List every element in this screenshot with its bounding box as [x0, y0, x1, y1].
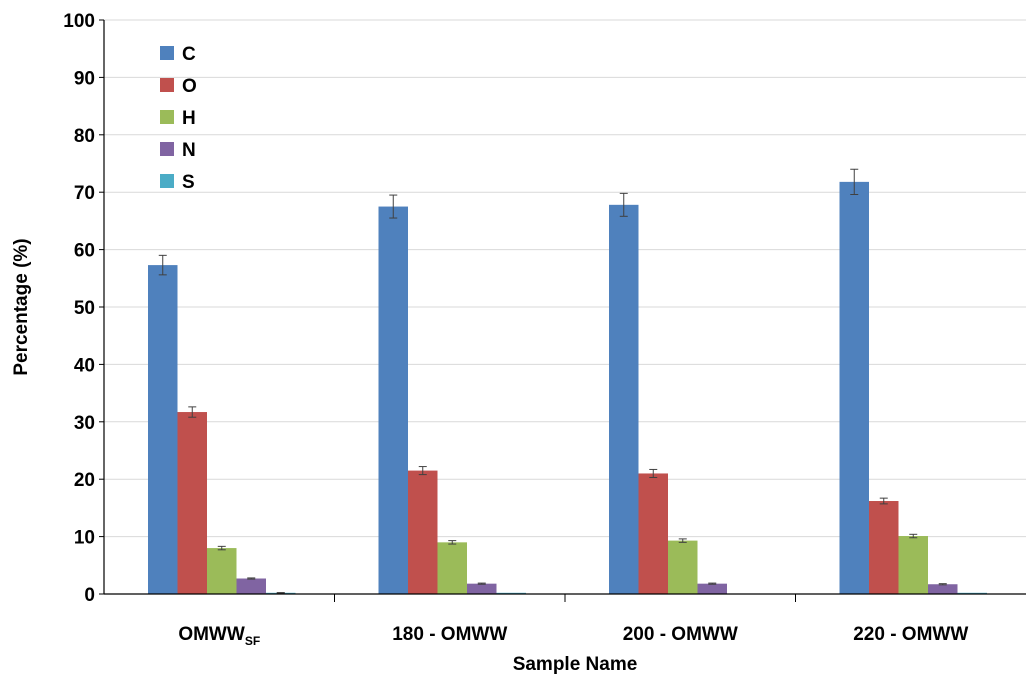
legend-swatch-o — [160, 78, 174, 92]
x-category-subscript: SF — [245, 634, 260, 648]
y-axis-title: Percentage (%) — [11, 238, 32, 375]
bar-n — [467, 583, 497, 594]
legend-label-o: O — [182, 76, 197, 97]
bar-h — [207, 548, 237, 594]
legend-swatch-n — [160, 142, 174, 156]
gridlines — [104, 19, 1026, 538]
legend-label-c: C — [182, 44, 196, 65]
bar-c — [609, 204, 639, 594]
y-tick-label: 60 — [74, 241, 95, 262]
legend-swatch-c — [160, 46, 174, 60]
bar-o — [638, 473, 668, 594]
bars — [148, 181, 987, 595]
bar-o — [408, 470, 438, 594]
y-tick-label: 10 — [74, 528, 95, 549]
y-tick-label: 90 — [74, 68, 95, 89]
y-tick-label: 30 — [74, 413, 95, 434]
y-tick-label: 80 — [74, 126, 95, 147]
y-tick-label: 20 — [74, 470, 95, 491]
legend-swatch-h — [160, 110, 174, 124]
y-tick-label: 40 — [74, 355, 95, 376]
x-category-label: OMWWSF — [178, 624, 260, 648]
x-category-label: 200 - OMWW — [623, 624, 738, 645]
bar-o — [177, 412, 207, 594]
x-category-label: 180 - OMWW — [392, 624, 507, 645]
bar-c — [148, 265, 178, 594]
x-category-labels: OMWWSF 180 - OMWW 200 - OMWW 220 - OMWW — [178, 624, 968, 648]
y-tick-label: 50 — [74, 298, 95, 319]
legend-label-s: S — [182, 172, 195, 193]
legend-label-h: H — [182, 108, 196, 129]
bar-c — [839, 181, 869, 595]
y-tick-label: 100 — [63, 11, 95, 32]
bar-o — [869, 501, 899, 594]
bar-n — [928, 584, 958, 594]
legend-swatch-s — [160, 174, 174, 188]
bar-h — [437, 542, 467, 594]
y-tick-label: 70 — [74, 183, 95, 204]
y-tick-label: 0 — [84, 585, 95, 606]
bar-c — [378, 206, 408, 595]
bar-n — [697, 583, 727, 594]
error-bars — [158, 168, 947, 594]
x-axis-title: Sample Name — [513, 654, 638, 675]
x-category-label: 220 - OMWW — [853, 624, 968, 645]
legend-label-n: N — [182, 140, 196, 161]
bar-n — [236, 578, 266, 594]
y-tick-labels: 0 10 20 30 40 50 60 70 80 90 100 — [63, 11, 104, 606]
bar-h — [668, 540, 698, 594]
bar-h — [898, 536, 928, 594]
